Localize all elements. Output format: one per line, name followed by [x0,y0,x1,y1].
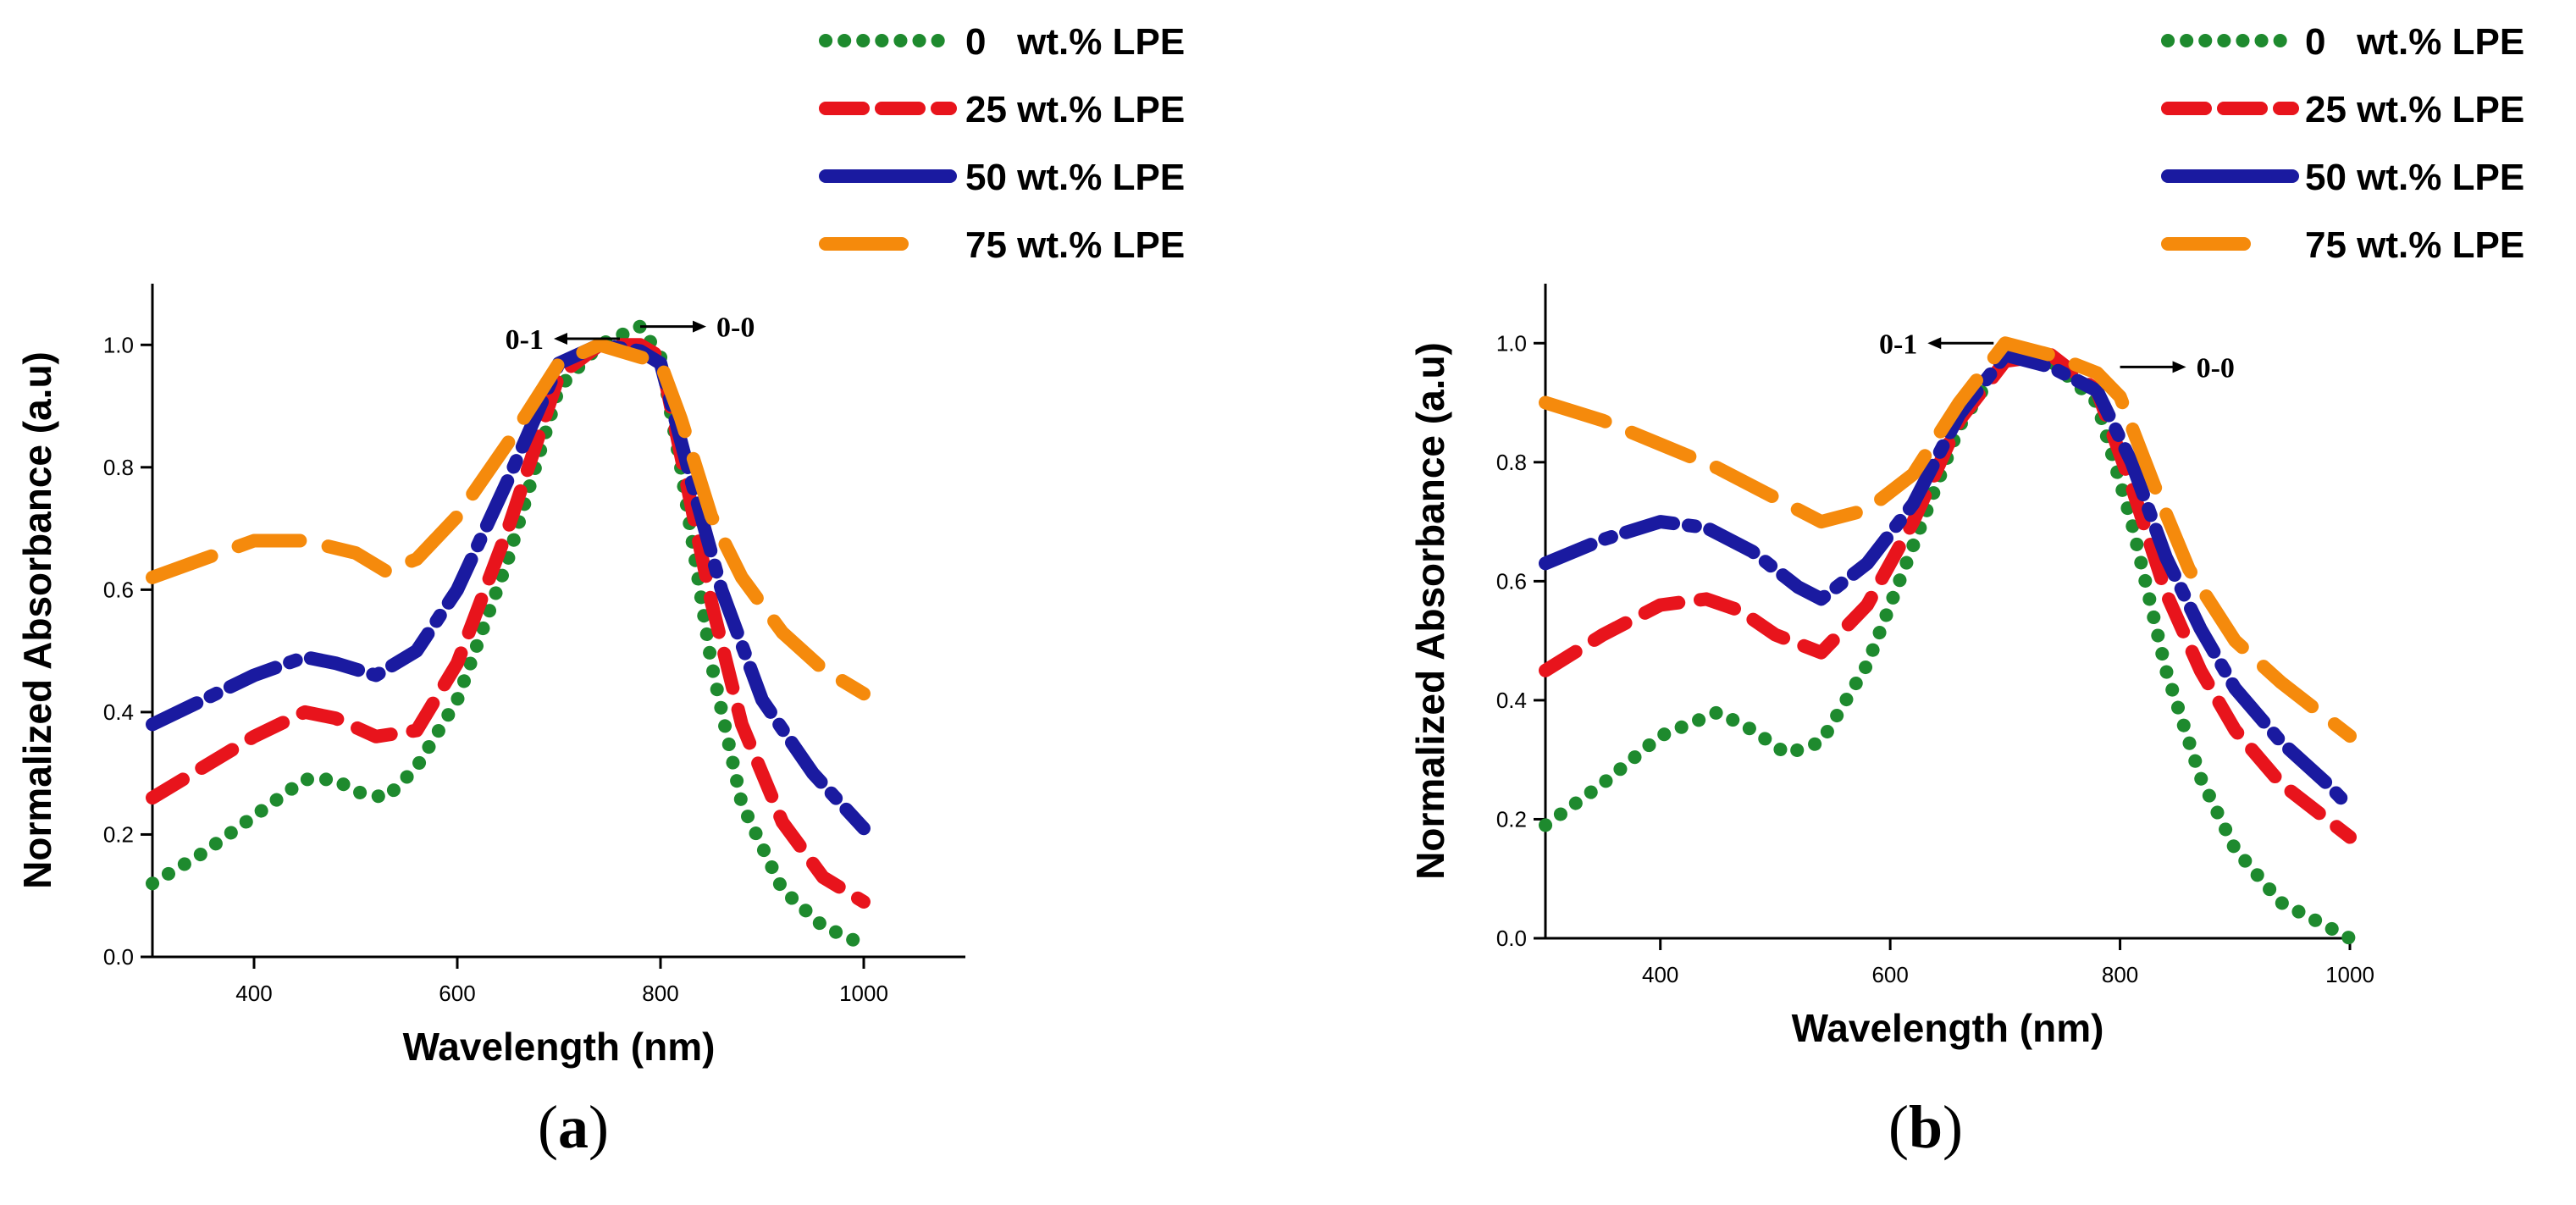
series-line [146,338,871,909]
x-tick-label: 1000 [839,981,888,1006]
x-axis-label: Wavelength (nm) [403,1025,716,1069]
annotation-arrowhead [693,320,706,333]
annotation-arrowhead [2172,361,2186,373]
x-tick-label: 600 [1871,962,1908,987]
series-line [146,338,871,836]
y-tick-label: 0.2 [103,821,134,847]
legend-label: 50 wt.% LPE [2305,157,2524,198]
x-tick-label: 600 [439,981,475,1006]
y-axis-label: Normalized Absorbance (a.u) [1408,342,1452,880]
y-tick-label: 0.4 [103,699,134,725]
annotation-label: 0-1 [1879,329,1917,360]
annotation-label: 0-0 [2197,352,2235,384]
legend-label: 50 wt.% LPE [965,157,1185,198]
x-tick-label: 1000 [2325,962,2374,987]
annotation-arrowhead [554,333,567,345]
y-tick-label: 0.0 [103,944,134,970]
legend-label: 75 wt.% LPE [2305,224,2524,266]
y-tick-label: 0.8 [1496,450,1527,475]
chart-a: 400 600 800 1000 0.0 0.2 0.4 0.6 0.8 1.0 Wavelengt… [15,21,1185,1069]
x-tick-label: 800 [2102,962,2138,987]
paren-open: ( [538,1093,558,1161]
y-tick-label: 0.6 [103,577,134,602]
y-tick-label: 1.0 [103,332,134,357]
paren-close: ) [588,1093,609,1161]
x-axis-label: Wavelength (nm) [1792,1006,2104,1050]
y-tick-label: 0.8 [103,455,134,480]
annotation-label: 0-0 [716,312,755,344]
y-tick-label: 0.6 [1496,568,1527,594]
series-line [1539,348,2357,815]
y-tick-label: 1.0 [1496,330,1527,356]
y-axis-label: Normalized Absorbance (a.u) [15,351,59,889]
annotation-label: 0-1 [506,324,544,356]
legend-label: 25 wt.% LPE [2305,89,2524,130]
x-tick-label: 400 [1642,962,1678,987]
panel-letter: a [557,1093,589,1161]
legend-label: 0 wt.% LPE [2305,21,2524,63]
paren-open: ( [1888,1093,1909,1161]
panel-label-b: (b) [1888,1092,1963,1163]
chart-b: 400 600 800 1000 0.0 0.2 0.4 0.6 0.8 1.0 Wavelengt… [1408,21,2524,1050]
x-tick-label: 800 [642,981,678,1006]
legend-label: 0 wt.% LPE [965,21,1185,63]
series-line [146,338,871,701]
panel-label-a: (a) [538,1092,609,1163]
paren-close: ) [1943,1093,1964,1161]
y-tick-label: 0.4 [1496,688,1527,713]
legend-label: 25 wt.% LPE [965,89,1185,130]
legend-label: 75 wt.% LPE [965,224,1185,266]
y-tick-label: 0.0 [1496,926,1527,951]
y-tick-label: 0.2 [1496,806,1527,832]
x-tick-label: 400 [235,981,272,1006]
series-line [1539,336,2357,743]
panel-letter: b [1908,1093,1943,1161]
annotation-arrowhead [1927,337,1942,350]
series-line [146,319,871,952]
